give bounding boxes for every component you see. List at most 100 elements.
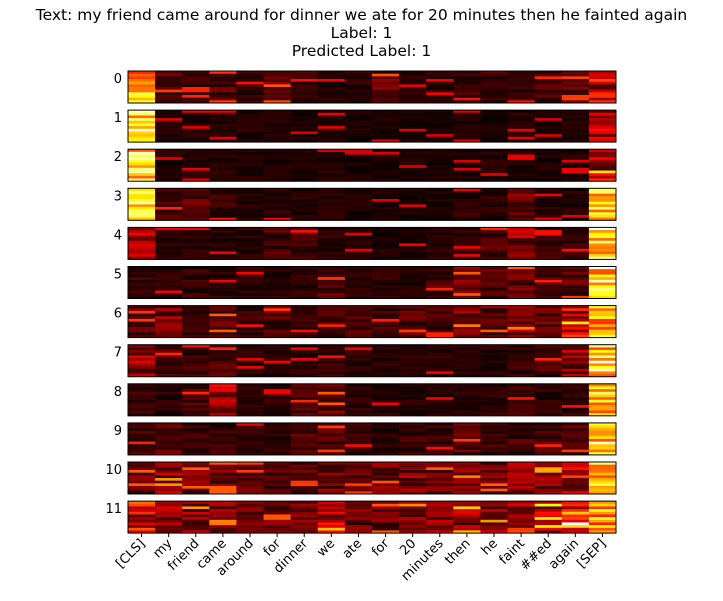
heatmap-cell — [344, 162, 373, 166]
heatmap-cell — [263, 316, 292, 320]
heatmap-cell — [344, 326, 373, 330]
heatmap-cell — [480, 491, 508, 495]
heatmap-cell — [507, 360, 536, 364]
heatmap-cell — [561, 472, 590, 476]
heatmap-cell — [453, 430, 481, 434]
heatmap-cell — [561, 198, 590, 203]
heatmap-cell — [344, 329, 373, 333]
panel-border — [127, 226, 617, 260]
heatmap-cell — [399, 467, 427, 471]
heatmap-cell — [290, 368, 319, 372]
heatmap-cell — [372, 89, 400, 93]
heatmap-cell — [507, 527, 536, 531]
heatmap-cell — [372, 246, 400, 250]
heatmap-cell — [561, 110, 590, 114]
heatmap-cell — [399, 243, 427, 247]
heatmap-cell — [534, 290, 563, 294]
heatmap-cell — [480, 190, 508, 195]
heatmap-cell — [399, 212, 427, 216]
heatmap-cell — [453, 462, 481, 466]
heatmap-cell — [263, 506, 292, 510]
heatmap-cell — [209, 136, 237, 140]
heatmap-cell — [128, 81, 156, 85]
heatmap-cell — [399, 472, 427, 476]
heatmap-cell — [399, 271, 427, 275]
heatmap-cell — [534, 118, 563, 122]
heatmap-cell — [399, 422, 427, 426]
heatmap-cell — [588, 238, 617, 242]
heatmap-cell — [426, 212, 454, 216]
heatmap-cell — [426, 235, 454, 239]
heatmap-cell — [588, 329, 617, 333]
heatmap-cell — [426, 305, 454, 309]
heatmap-cell — [317, 254, 346, 258]
heatmap-cell — [128, 206, 156, 211]
heatmap-cell — [236, 525, 264, 529]
heatmap-cell — [480, 326, 508, 330]
heatmap-cell — [480, 87, 508, 91]
heatmap-cell — [317, 126, 346, 130]
heatmap-cell — [128, 519, 156, 523]
heatmap-cell — [588, 285, 617, 289]
heatmap-cell — [182, 79, 210, 83]
heatmap-cell — [317, 271, 346, 275]
heatmap-cell — [426, 446, 454, 450]
heatmap-cell — [263, 519, 292, 523]
heatmap-cell — [263, 522, 292, 526]
heatmap-cell — [480, 407, 508, 411]
heatmap-cell — [263, 347, 292, 351]
heatmap-cell — [236, 190, 264, 195]
heatmap-cell — [399, 506, 427, 510]
heatmap-cell — [155, 344, 183, 348]
heatmap-cell — [344, 190, 373, 195]
heatmap-cell — [480, 433, 508, 437]
heatmap-cell — [155, 389, 183, 393]
heatmap-cell — [209, 188, 237, 192]
heatmap-cell — [317, 344, 346, 348]
heatmap-cell — [426, 279, 454, 283]
heatmap-cell — [236, 209, 264, 213]
heatmap-cell — [453, 118, 481, 122]
heatmap-cell — [426, 209, 454, 213]
heatmap-cell — [534, 240, 563, 244]
heatmap-cell — [453, 475, 481, 479]
heatmap-cell — [344, 290, 373, 294]
heatmap-cell — [534, 232, 563, 236]
heatmap-cell — [372, 71, 400, 75]
heatmap-cell — [209, 352, 237, 356]
heatmap-cell — [372, 256, 400, 260]
heatmap-cell — [128, 441, 156, 445]
heatmap-cell — [426, 128, 454, 132]
heatmap-cell — [426, 89, 454, 93]
heatmap-cell — [290, 159, 319, 163]
heatmap-cell — [263, 467, 292, 471]
layer-tick-label: 6 — [114, 307, 122, 322]
heatmap-cell — [507, 81, 536, 85]
heatmap-cell — [399, 266, 427, 270]
heatmap-cell — [453, 344, 481, 348]
heatmap-cell — [561, 139, 590, 143]
heatmap-cell — [263, 488, 292, 492]
heatmap-cell — [372, 444, 400, 448]
heatmap-cell — [426, 368, 454, 372]
heatmap-cell — [182, 134, 210, 138]
heatmap-cell — [128, 266, 156, 270]
heatmap-cell — [209, 308, 237, 312]
heatmap-cell — [263, 352, 292, 356]
heatmap-cell — [344, 293, 373, 297]
heatmap-cell — [155, 95, 183, 99]
heatmap-cell — [426, 251, 454, 255]
heatmap-cell — [561, 269, 590, 273]
heatmap-cell — [426, 472, 454, 476]
heatmap-cell — [480, 118, 508, 122]
layer-panel — [127, 70, 617, 104]
heatmap-cell — [344, 522, 373, 526]
heatmap-cell — [182, 491, 210, 495]
heatmap-cell — [588, 277, 617, 281]
heatmap-cell — [561, 162, 590, 166]
heatmap-cell — [426, 196, 454, 200]
heatmap-cell — [263, 491, 292, 495]
heatmap-cell — [453, 230, 481, 234]
heatmap-cell — [182, 123, 210, 127]
heatmap-cell — [588, 391, 617, 395]
